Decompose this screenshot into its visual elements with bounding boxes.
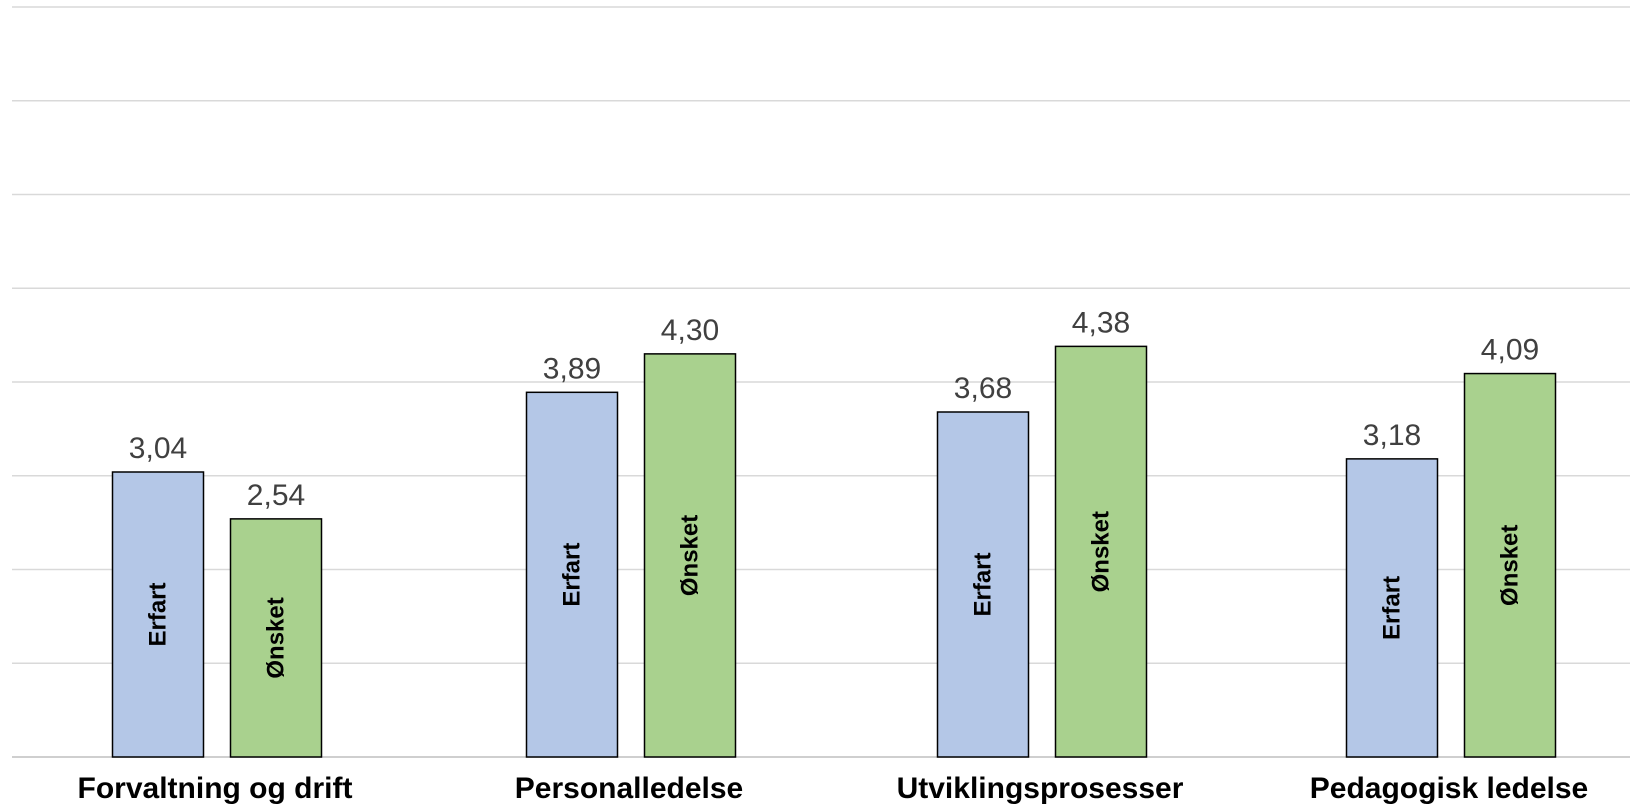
bar-erfart — [936, 411, 1030, 758]
series-label: Erfart — [559, 543, 586, 607]
bar-erfart — [525, 391, 619, 758]
data-label: 3,18 — [1363, 419, 1421, 452]
series-label: Erfart — [970, 552, 997, 616]
data-label: 4,38 — [1072, 306, 1130, 339]
series-label: Erfart — [1379, 576, 1406, 640]
series-label: Ønsket — [677, 515, 704, 596]
category-label: Utviklingsprosesser — [897, 772, 1184, 805]
series-label: Ønsket — [263, 597, 290, 678]
bar-erfart — [111, 471, 205, 758]
series-label: Ønsket — [1088, 511, 1115, 592]
bar-onsket — [1463, 372, 1557, 758]
data-label: 2,54 — [247, 479, 305, 512]
bar-erfart — [1345, 458, 1439, 758]
category-label: Personalledelse — [515, 772, 743, 805]
labels: 3,04 Erfart 2,54 Ønsket Forvaltning og drift… — [78, 306, 1589, 805]
bar-onsket — [1054, 345, 1148, 758]
data-label: 4,30 — [661, 314, 719, 347]
data-label: 3,89 — [543, 352, 601, 385]
category-label: Forvaltning og drift — [78, 772, 353, 805]
bar-onsket — [643, 353, 737, 758]
bars — [111, 345, 1557, 758]
series-label: Erfart — [145, 582, 172, 646]
series-label: Ønsket — [1497, 525, 1524, 606]
data-label: 4,09 — [1481, 334, 1539, 367]
data-label: 3,04 — [129, 432, 187, 465]
data-label: 3,68 — [954, 372, 1012, 405]
bar-onsket — [229, 518, 323, 758]
category-label: Pedagogisk ledelse — [1310, 772, 1588, 805]
